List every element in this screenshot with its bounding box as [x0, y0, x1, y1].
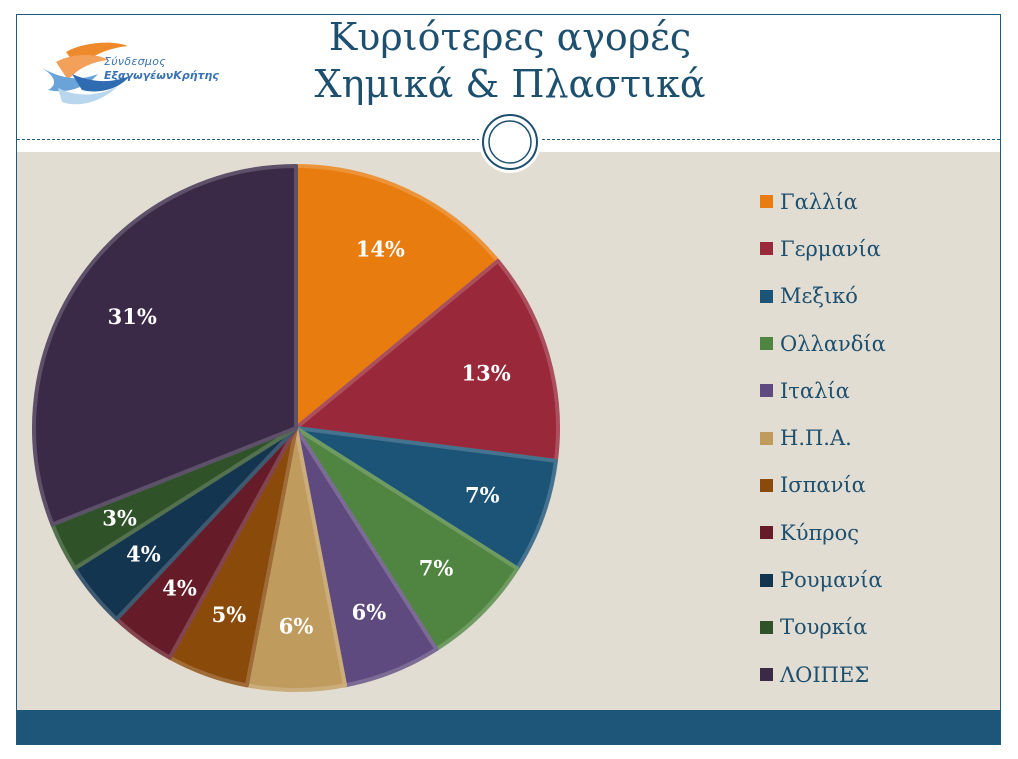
pie-slice-4 [294, 426, 520, 652]
chart-legend: Γαλλία Γερμανία Μεξικό Ολλανδία Ιταλία Η.Π.Α.… [760, 178, 980, 698]
slide-title: Κυριότερες αγορές Χημικά & Πλαστικά [260, 14, 760, 108]
legend-swatch [760, 384, 773, 398]
circle-ornament-icon [479, 111, 541, 173]
legend-swatch [760, 431, 773, 445]
legend-swatch [760, 242, 773, 256]
pie-slice-2 [294, 258, 560, 463]
legend-label: Τουρκία [780, 615, 868, 640]
legend-item: ΛΟΙΠΕΣ [760, 651, 980, 698]
data-label-5: 6% [352, 600, 387, 625]
legend-swatch [760, 195, 773, 209]
legend-label: Ρουμανία [780, 568, 883, 593]
legend-label: Ολλανδία [780, 331, 886, 356]
legend-label: Γερμανία [780, 236, 881, 261]
legend-label: ΛΟΙΠΕΣ [780, 662, 870, 687]
legend-item: Ιταλία [760, 367, 980, 414]
pie-slice-3 [294, 426, 558, 571]
logo-text-line2: ΕξαγωγέωνΚρήτης [104, 69, 219, 82]
legend-item: Μεξικό [760, 273, 980, 320]
logo-text-line1: Σύνδεσμος [104, 55, 166, 68]
logo: Σύνδεσμος ΕξαγωγέωνΚρήτης [38, 38, 238, 118]
legend-label: Γαλλία [780, 189, 858, 214]
legend-swatch [760, 289, 773, 303]
legend-item: Τουρκία [760, 604, 980, 651]
legend-swatch [760, 573, 773, 587]
legend-swatch [760, 620, 773, 634]
data-label-7: 5% [212, 602, 247, 627]
data-label-6: 6% [279, 614, 314, 639]
legend-label: Ισπανία [780, 473, 866, 498]
legend-swatch [760, 337, 773, 351]
legend-item: Γερμανία [760, 225, 980, 272]
data-label-10: 3% [102, 505, 137, 530]
data-label-4: 7% [419, 556, 454, 581]
pie-slice-11 [32, 164, 298, 527]
legend-label: Μεξικό [780, 284, 858, 309]
legend-label: Η.Π.Α. [780, 426, 852, 451]
legend-item: Γαλλία [760, 178, 980, 225]
title-line1: Κυριότερες αγορές [328, 15, 692, 59]
data-label-2: 13% [462, 360, 511, 385]
data-label-1: 14% [356, 236, 405, 261]
legend-item: Ρουμανία [760, 556, 980, 603]
legend-item: Η.Π.Α. [760, 414, 980, 461]
legend-label: Ιταλία [780, 378, 850, 403]
data-label-11: 31% [108, 304, 157, 329]
pie-slice-1 [294, 164, 500, 430]
legend-item: Κύπρος [760, 509, 980, 556]
data-label-3: 7% [465, 483, 500, 508]
legend-item: Ολλανδία [760, 320, 980, 367]
legend-swatch [760, 668, 773, 682]
logo-swoosh-icon [42, 42, 130, 105]
legend-swatch [760, 478, 773, 492]
data-label-9: 4% [126, 542, 161, 567]
legend-item: Ισπανία [760, 462, 980, 509]
title-line2: Χημικά & Πλαστικά [314, 62, 706, 106]
legend-label: Κύπρος [780, 520, 860, 545]
footer-bar [17, 710, 1000, 744]
legend-swatch [760, 526, 773, 540]
data-label-8: 4% [162, 576, 197, 601]
